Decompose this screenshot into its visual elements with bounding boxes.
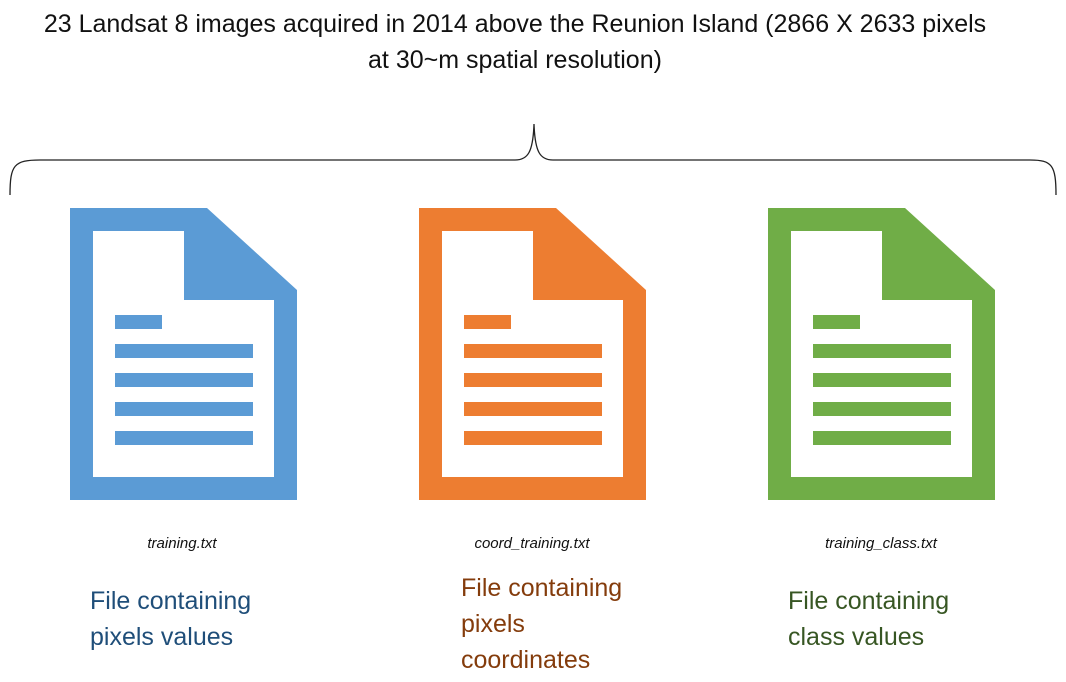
training-class-description: File containing class values	[788, 587, 950, 651]
grouping-brace	[9, 123, 1057, 196]
training-filename: training.txt	[147, 535, 217, 552]
coord-training-file-icon	[419, 208, 647, 501]
diagram-title: 23 Landsat 8 images acquired in 2014 abo…	[43, 10, 987, 74]
training-description: File containing pixels values	[90, 587, 252, 651]
training-class-file-icon	[768, 208, 996, 501]
coord-training-filename: coord_training.txt	[474, 535, 590, 552]
coord-training-description: File containing pixels coordinates	[461, 574, 623, 674]
training-file-icon	[70, 208, 298, 501]
training-class-filename: training_class.txt	[825, 535, 937, 552]
